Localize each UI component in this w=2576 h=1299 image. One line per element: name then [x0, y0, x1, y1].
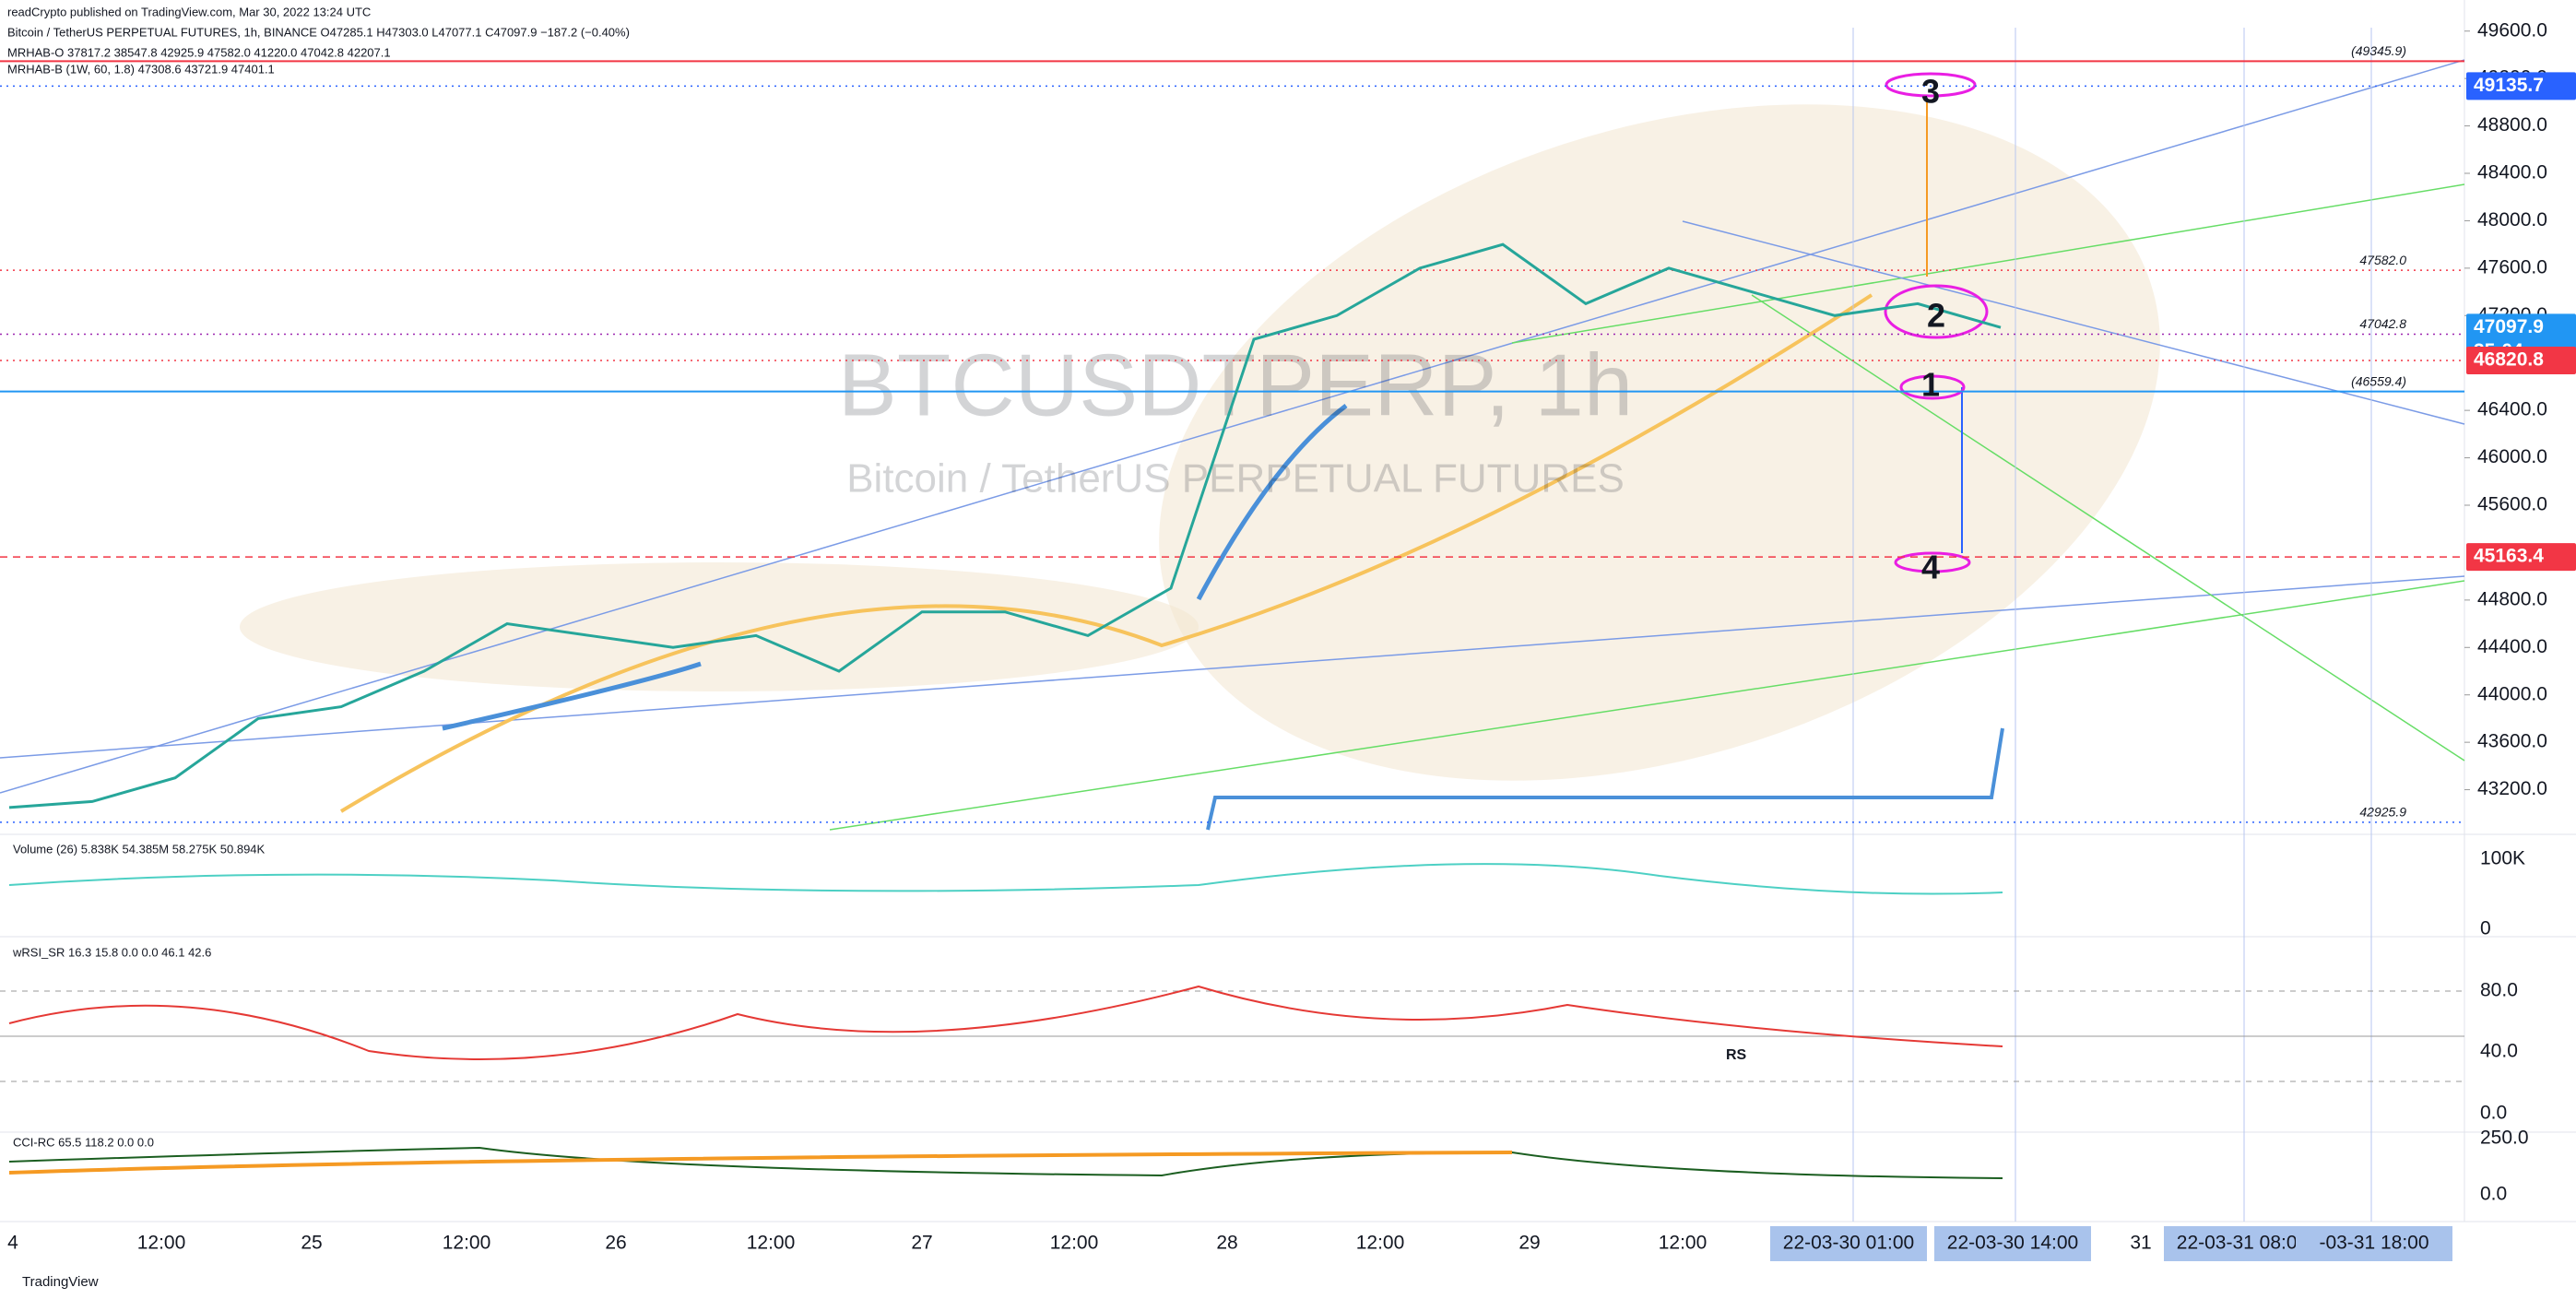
price-tag-label: 46820.8: [2474, 349, 2544, 371]
band: [240, 562, 1199, 691]
indicator-line: [8, 863, 2003, 895]
x-tick-label: 4: [7, 1233, 18, 1254]
panel-tick: 0.0: [2480, 1184, 2507, 1205]
marker-ellipse: [1884, 284, 1989, 339]
price-tag-label: 45163.4: [2474, 546, 2544, 567]
trend-line: [829, 580, 2465, 831]
panel-legend: CCI-RC 65.5 118.2 0.0 0.0: [13, 1135, 154, 1149]
indicator-legend: MRHAB-B (1W, 60, 1.8) 47308.6 43721.9 47…: [7, 62, 275, 76]
trend-line: [1511, 183, 2465, 344]
panel-tick: 40.0: [2480, 1041, 2518, 1062]
footer: TradingView: [22, 1274, 99, 1290]
y-tick-label: 47600.0: [2477, 256, 2547, 278]
indicator-legend: MRHAB-O 37817.2 38547.8 42925.9 47582.0 …: [7, 45, 391, 59]
marker-ellipse: [1885, 72, 1977, 98]
panel-tick: 100K: [2480, 848, 2525, 869]
x-tick-label: 31: [2130, 1233, 2151, 1254]
panel-tick: 0: [2480, 918, 2491, 939]
time-highlight: [2296, 1226, 2452, 1261]
moving-average: [339, 293, 1873, 813]
x-tick-label: 12:00: [443, 1233, 491, 1254]
y-tick-label: 45600.0: [2477, 494, 2547, 515]
x-tick-label: -03-31 18:00: [2319, 1233, 2428, 1254]
panel-tick: 250.0: [2480, 1128, 2529, 1149]
y-tick-label: 48400.0: [2477, 162, 2547, 183]
x-tick-label: 29: [1518, 1233, 1540, 1254]
y-tick-label: 43600.0: [2477, 731, 2547, 752]
indicator-line: [1206, 727, 2004, 831]
y-tick-label: 44400.0: [2477, 636, 2547, 657]
x-tick-label: 26: [605, 1233, 626, 1254]
annotation: 2: [1927, 297, 1945, 335]
indicator-line: [8, 1151, 1513, 1175]
marker-ellipse: [1899, 374, 1966, 400]
panel-legend: wRSI_SR 16.3 15.8 0.0 0.0 46.1 42.6: [12, 945, 211, 959]
watermark: Bitcoin / TetherUS PERPETUAL FUTURES: [846, 456, 1625, 502]
time-highlight: [2164, 1226, 2321, 1261]
panel-tick: 80.0: [2480, 980, 2518, 1001]
x-tick-label: 22-03-30 01:00: [1783, 1233, 1914, 1254]
y-tick-label: 48800.0: [2477, 114, 2547, 136]
y-tick-label: 44800.0: [2477, 588, 2547, 609]
rsi-note: RS: [1726, 1047, 1747, 1063]
level-label: 47042.8: [2359, 316, 2406, 331]
level-label: 42925.9: [2359, 805, 2406, 820]
x-tick-label: 12:00: [747, 1233, 796, 1254]
annotation: 4: [1921, 549, 1940, 586]
y-tick-label: 44000.0: [2477, 683, 2547, 704]
y-tick-label: 46400.0: [2477, 399, 2547, 420]
y-tick-label: 43200.0: [2477, 778, 2547, 799]
annotation: 3: [1921, 73, 1940, 111]
x-tick-label: 12:00: [1659, 1233, 1707, 1254]
price-tag-label: 47097.9: [2474, 316, 2544, 337]
x-tick-label: 22-03-31 08:00: [2177, 1233, 2308, 1254]
time-highlight: [1934, 1226, 2091, 1261]
price-tag-label: 49135.7: [2474, 75, 2544, 96]
price-tag: [2466, 72, 2576, 100]
level-label: (46559.4): [2351, 373, 2406, 388]
trend-line: [0, 575, 2465, 759]
indicator-line: [8, 1146, 2003, 1179]
watermark: BTCUSDTPERP, 1h: [838, 336, 1634, 434]
trend-line: [1751, 294, 2465, 762]
published: readCrypto published on TradingView.com,…: [7, 5, 371, 18]
panel-tick: 0.0: [2480, 1103, 2507, 1124]
x-tick-label: 28: [1216, 1233, 1237, 1254]
x-tick-label: 12:00: [1050, 1233, 1099, 1254]
trend-line: [0, 59, 2465, 794]
y-tick-label: 46000.0: [2477, 446, 2547, 467]
panel-legend: Volume (26) 5.838K 54.385M 58.275K 50.89…: [13, 842, 266, 856]
level-label: (49345.9): [2351, 43, 2406, 58]
x-tick-label: 12:00: [137, 1233, 186, 1254]
x-tick-label: 25: [301, 1233, 322, 1254]
y-tick-label: 49600.0: [2477, 19, 2547, 41]
x-tick-label: 22-03-30 14:00: [1947, 1233, 2078, 1254]
symbol-legend: Bitcoin / TetherUS PERPETUAL FUTURES, 1h…: [7, 25, 630, 39]
price-line: [8, 242, 2002, 809]
price-tag: [2466, 543, 2576, 572]
marker-ellipse: [1894, 551, 1971, 573]
moving-average: [442, 404, 1348, 731]
indicator-line: [8, 985, 2003, 1060]
price-tag: [2466, 347, 2576, 375]
level-label: 47582.0: [2359, 253, 2406, 267]
annotation: 1: [1921, 366, 1940, 404]
x-tick-label: 27: [911, 1233, 932, 1254]
trend-line: [1682, 220, 2465, 425]
x-tick-label: 12:00: [1356, 1233, 1405, 1254]
y-tick-label: 48000.0: [2477, 209, 2547, 230]
time-highlight: [1770, 1226, 1927, 1261]
